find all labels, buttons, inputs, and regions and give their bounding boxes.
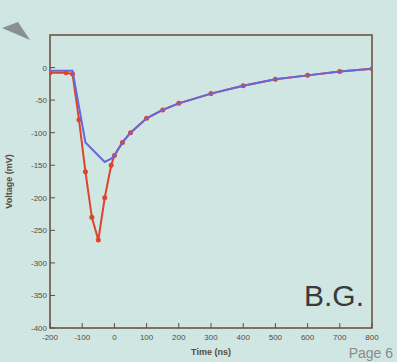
x-tick-label: 100	[140, 333, 154, 342]
y-tick-label: 0	[43, 64, 48, 73]
x-tick	[146, 323, 147, 328]
x-tick-label: -100	[74, 333, 91, 342]
series-point	[96, 238, 101, 243]
y-tick-label: -150	[31, 161, 48, 170]
y-axis-label: Voltage (mV)	[4, 154, 14, 208]
x-tick	[178, 323, 179, 328]
y-tick-label: -50	[35, 96, 47, 105]
x-tick	[243, 323, 244, 328]
series-line	[50, 69, 372, 162]
y-tick	[50, 67, 55, 68]
y-tick-label: -300	[31, 259, 48, 268]
y-tick	[50, 328, 55, 329]
x-tick-label: 300	[204, 333, 218, 342]
y-tick-label: -400	[31, 324, 48, 333]
y-tick	[50, 262, 55, 263]
y-tick-label: -200	[31, 194, 48, 203]
background	[0, 0, 397, 362]
y-tick	[50, 165, 55, 166]
x-tick-label: 700	[333, 333, 347, 342]
plot-area	[50, 66, 372, 242]
series-point	[109, 163, 114, 168]
x-tick-label: 600	[301, 333, 315, 342]
x-tick-label: 500	[269, 333, 283, 342]
x-tick	[50, 323, 51, 328]
y-tick	[50, 295, 55, 296]
chart: -400 -350 -300 -250 -200 -150 -100 -50 0 -200 -100…	[0, 0, 397, 362]
x-tick	[114, 323, 115, 328]
series-line	[50, 69, 372, 240]
y-tick-label: -250	[31, 226, 48, 235]
y-tick	[50, 197, 55, 198]
x-tick-label: 400	[237, 333, 251, 342]
y-tick-label: -350	[31, 291, 48, 300]
plot-frame	[50, 35, 372, 328]
x-axis-label: Time (ns)	[191, 347, 231, 357]
x-tick-label: 200	[172, 333, 186, 342]
y-tick	[50, 230, 55, 231]
x-tick-label: -200	[42, 333, 59, 342]
y-tick	[50, 100, 55, 101]
x-tick	[211, 323, 212, 328]
series-point	[83, 169, 88, 174]
annotation: Page 6	[349, 345, 394, 361]
x-tick	[372, 323, 373, 328]
x-tick	[82, 323, 83, 328]
y-tick	[50, 132, 55, 133]
x-tick-label: 800	[365, 333, 379, 342]
series-point	[89, 215, 94, 220]
x-tick-label: 0	[112, 333, 117, 342]
y-tick-label: -100	[31, 129, 48, 138]
x-tick	[275, 323, 276, 328]
annotation: B.G.	[304, 279, 364, 312]
x-tick	[307, 323, 308, 328]
x-tick	[339, 323, 340, 328]
series-point	[102, 195, 107, 200]
pointer-arrow	[2, 22, 30, 40]
